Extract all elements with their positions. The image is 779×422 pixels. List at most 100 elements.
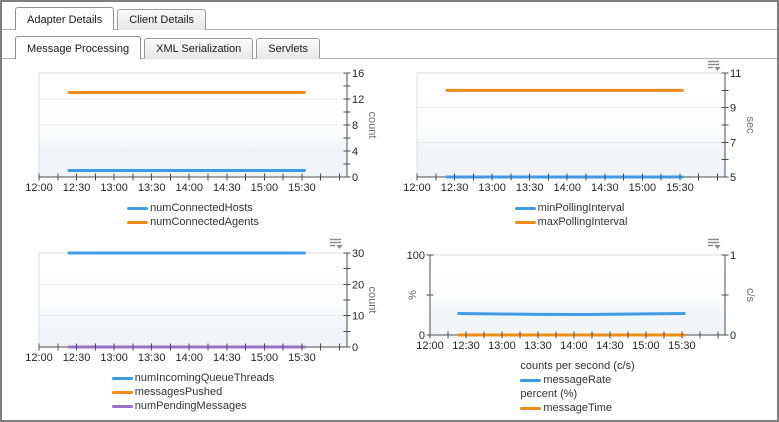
y-tick-label: 8 <box>352 120 358 132</box>
y-axis-title-right: count <box>366 287 378 314</box>
legend-swatch <box>514 220 536 224</box>
chart-message-rate-time: 12:00 12:30 13:00 13:30 14:00 14:30 15:00 15:30… <box>380 236 777 420</box>
legend-item[interactable]: messageRate <box>520 373 634 387</box>
legend-item[interactable]: messageTime <box>520 401 634 415</box>
y-tick-label: 9 <box>730 103 736 115</box>
y-tick-label: 0 <box>352 342 358 354</box>
x-tick-label: 14:30 <box>213 352 241 364</box>
chart-polling-interval: 12:00 12:30 13:00 13:30 14:00 14:30 15:00 15:30… <box>380 58 777 236</box>
x-tick-label: 14:30 <box>596 340 624 352</box>
x-tick-label: 13:30 <box>524 340 552 352</box>
x-tick-label: 12:30 <box>63 352 91 364</box>
x-tick-label: 14:00 <box>560 340 588 352</box>
plot-area <box>39 253 347 347</box>
x-tick-label: 12:30 <box>63 182 91 194</box>
chart-menu-icon[interactable] <box>708 238 721 250</box>
legend-item[interactable]: numPendingMessages <box>111 399 274 413</box>
x-tick-label: 15:00 <box>632 340 660 352</box>
y-tick-label: 30 <box>352 248 364 260</box>
x-tick-label: 14:30 <box>213 182 241 194</box>
x-tick-label: 15:00 <box>251 352 279 364</box>
legend-group-label: percent (%) <box>520 388 578 400</box>
tab-message-processing[interactable]: Message Processing <box>15 36 142 59</box>
legend-swatch <box>127 220 149 224</box>
charts-area: 12:00 12:30 13:00 13:30 14:00 14:30 15:00 15:30… <box>2 58 777 420</box>
y-tick-label: 7 <box>730 137 736 149</box>
legend-label: messageTime <box>543 402 612 414</box>
x-tick-label: 13:30 <box>138 182 166 194</box>
legend-item[interactable]: numConnectedHosts <box>127 201 259 215</box>
y-tick-label: 1 <box>730 250 736 262</box>
x-tick-label: 15:30 <box>666 182 694 194</box>
x-tick-label: 15:00 <box>251 182 279 194</box>
messageRate-line <box>457 312 686 317</box>
legend-swatch <box>127 206 149 210</box>
y-tick-label: 0 <box>419 330 425 342</box>
y-tick-label: 11 <box>730 68 741 80</box>
legend-label: numIncomingQueueThreads <box>134 372 275 384</box>
queue-messages-canvas: 12:00 12:30 13:00 13:30 14:00 14:30 15:00 15:30… <box>25 238 378 364</box>
primary-tabstrip: Adapter Details Client Details <box>2 2 777 30</box>
y-tick-label: 100 <box>407 250 425 262</box>
legend-swatch <box>111 404 133 408</box>
chart-connected-hosts-agents: 12:00 12:30 13:00 13:30 14:00 14:30 15:00 15:30… <box>2 58 380 236</box>
secondary-tabstrip: Message Processing XML Serialization Ser… <box>2 32 777 59</box>
polling-interval-canvas: 12:00 12:30 13:00 13:30 14:00 14:30 15:00 15:30… <box>403 60 756 194</box>
legend-label: minPollingInterval <box>537 202 625 214</box>
legend-item[interactable]: numConnectedAgents <box>127 215 259 229</box>
legend-label: messageRate <box>543 374 612 386</box>
x-tick-label: 14:00 <box>553 182 581 194</box>
legend-item[interactable]: maxPollingInterval <box>514 215 627 229</box>
y-tick-label: 0 <box>352 172 358 184</box>
legend-label: numPendingMessages <box>134 400 247 412</box>
chart-menu-icon[interactable] <box>708 60 721 72</box>
legend-label: numConnectedHosts <box>150 202 253 214</box>
y-axis-title-right: c/s <box>744 288 756 303</box>
legend-label: numConnectedAgents <box>150 216 259 228</box>
chart-queue-messages: 12:00 12:30 13:00 13:30 14:00 14:30 15:00 15:30… <box>2 236 380 420</box>
y-axis-title-right: sec <box>744 116 756 134</box>
y-tick-label: 4 <box>352 146 358 158</box>
tab-xml-serialization[interactable]: XML Serialization <box>144 38 254 59</box>
message-rate-time-canvas: 12:00 12:30 13:00 13:30 14:00 14:30 15:00 15:30… <box>407 238 756 352</box>
x-tick-label: 13:30 <box>516 182 544 194</box>
legend: counts per second (c/s) messageRate percen… <box>430 359 725 415</box>
tab-client-details[interactable]: Client Details <box>117 9 207 30</box>
tab-adapter-details[interactable]: Adapter Details <box>15 7 115 30</box>
legend-item[interactable]: minPollingInterval <box>514 201 628 215</box>
legend-label: messagesPushed <box>134 386 223 398</box>
x-tick-label: 14:30 <box>591 182 619 194</box>
tab-servlets[interactable]: Servlets <box>256 38 321 59</box>
x-tick-label: 15:00 <box>629 182 657 194</box>
legend-swatch <box>111 390 133 394</box>
y-tick-label: 16 <box>352 68 364 80</box>
x-tick-label: 12:00 <box>403 182 431 194</box>
x-tick-label: 12:00 <box>25 352 53 364</box>
legend: minPollingInterval maxPollingInterval <box>417 201 725 229</box>
legend: numConnectedHosts numConnectedAgents <box>39 201 347 229</box>
y-tick-label: 12 <box>352 94 364 106</box>
x-tick-label: 12:30 <box>452 340 480 352</box>
y-axis-title-left: % <box>407 290 419 300</box>
x-tick-label: 13:00 <box>100 182 128 194</box>
y-tick-label: 5 <box>730 172 736 184</box>
y-tick-label: 10 <box>352 311 364 323</box>
legend-item[interactable]: numIncomingQueueThreads <box>111 371 275 385</box>
x-tick-label: 15:30 <box>288 352 316 364</box>
legend-swatch <box>514 206 536 210</box>
x-tick-label: 15:30 <box>668 340 696 352</box>
x-tick-label: 13:00 <box>478 182 506 194</box>
y-tick-label: 0 <box>730 330 736 342</box>
x-tick-label: 13:30 <box>138 352 166 364</box>
legend: numIncomingQueueThreads messagesPushed num… <box>39 371 347 413</box>
x-tick-label: 15:30 <box>288 182 316 194</box>
legend-swatch <box>520 406 542 410</box>
chart-menu-icon[interactable] <box>330 238 343 250</box>
y-axis-title-right: count <box>366 112 378 139</box>
legend-item[interactable]: messagesPushed <box>111 385 274 399</box>
x-tick-label: 14:00 <box>175 352 203 364</box>
legend-swatch <box>111 376 133 380</box>
y-tick-label: 20 <box>352 279 364 291</box>
x-tick-label: 12:00 <box>25 182 53 194</box>
